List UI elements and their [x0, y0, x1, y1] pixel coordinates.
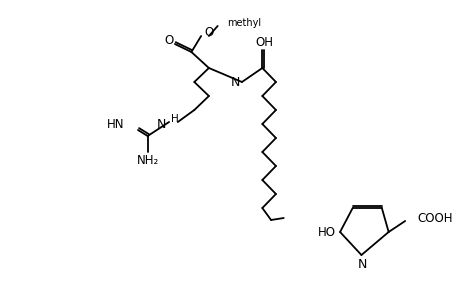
- Text: H: H: [171, 114, 179, 124]
- Text: HO: HO: [318, 226, 336, 239]
- Text: HN: HN: [107, 118, 124, 132]
- Text: OH: OH: [255, 35, 273, 49]
- Text: COOH: COOH: [418, 212, 453, 226]
- Text: N: N: [358, 258, 367, 270]
- Text: NH₂: NH₂: [137, 154, 159, 166]
- Text: methyl: methyl: [227, 18, 262, 28]
- Text: O: O: [164, 33, 174, 47]
- Text: N: N: [157, 117, 166, 130]
- Text: N: N: [230, 76, 240, 89]
- Text: O: O: [204, 25, 213, 38]
